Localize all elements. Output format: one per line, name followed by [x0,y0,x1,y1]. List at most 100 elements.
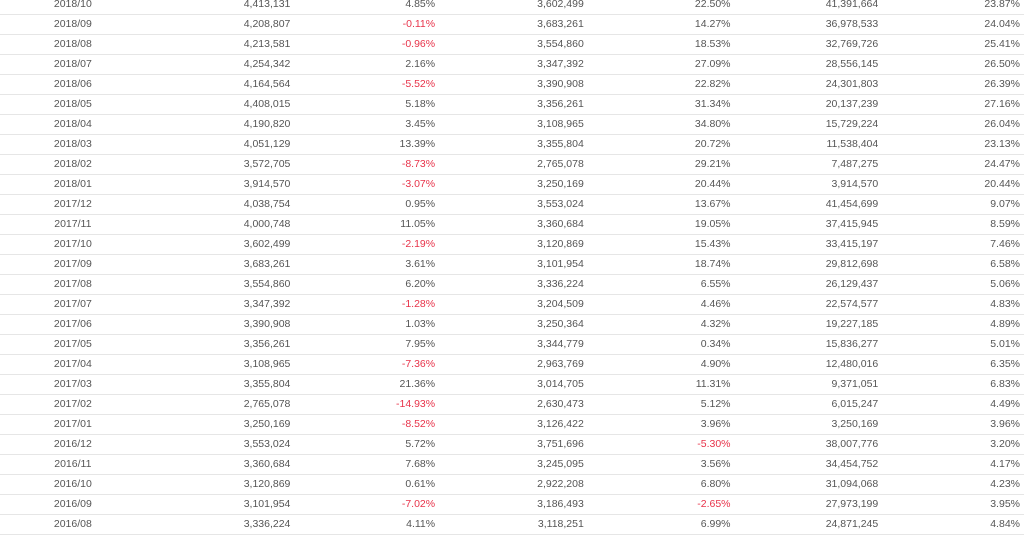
change-percent-cell: 20.44% [583,174,731,195]
cumulative-percent-cell: 24.04% [878,14,1024,35]
month-cell: 2016/10 [0,474,146,495]
value-cell: 3,602,499 [435,0,584,15]
month-cell: 2018/03 [0,134,146,155]
table-row: 2017/12 4,038,754 0.95% 3,553,024 13.67% 41,4… [0,194,1024,215]
cumulative-value-cell: 26,129,437 [730,274,879,295]
cumulative-percent-cell: 5.01% [878,334,1024,355]
value-cell: 3,572,705 [145,154,291,175]
value-cell: 3,101,954 [145,494,291,515]
value-cell: 3,120,869 [435,234,584,255]
value-cell: 4,038,754 [145,194,291,215]
value-cell: 3,914,570 [145,174,291,195]
change-percent-cell: 18.53% [583,34,731,55]
change-percent-cell: -5.52% [290,74,436,95]
month-cell: 2017/10 [0,234,146,255]
month-cell: 2018/10 [0,0,146,15]
value-cell: 3,554,860 [435,34,584,55]
change-percent-cell: 3.61% [290,254,436,275]
value-cell: 4,051,129 [145,134,291,155]
cumulative-percent-cell: 3.20% [878,434,1024,455]
table-row: 2018/08 4,213,581 -0.96% 3,554,860 18.53% 32,… [0,34,1024,55]
cumulative-value-cell: 19,227,185 [730,314,879,335]
table-row: 2017/05 3,356,261 7.95% 3,344,779 0.34% 15,83… [0,334,1024,355]
value-cell: 3,360,684 [435,214,584,235]
table-row: 2016/09 3,101,954 -7.02% 3,186,493 -2.65% 27,… [0,494,1024,515]
change-percent-cell: 11.31% [583,374,731,395]
change-percent-cell: 29.21% [583,154,731,175]
cumulative-value-cell: 3,914,570 [730,174,879,195]
change-percent-cell: 0.34% [583,334,731,355]
month-cell: 2016/12 [0,434,146,455]
value-cell: 3,118,251 [435,514,584,535]
table-row: 2018/04 4,190,820 3.45% 3,108,965 34.80% 15,7… [0,114,1024,135]
change-percent-cell: 1.03% [290,314,436,335]
cumulative-value-cell: 3,250,169 [730,414,879,435]
cumulative-value-cell: 24,871,245 [730,514,879,535]
cumulative-value-cell: 38,007,776 [730,434,879,455]
value-cell: 3,250,169 [145,414,291,435]
value-cell: 3,250,169 [435,174,584,195]
cumulative-value-cell: 33,415,197 [730,234,879,255]
cumulative-percent-cell: 4.23% [878,474,1024,495]
value-cell: 4,000,748 [145,214,291,235]
change-percent-cell: 20.72% [583,134,731,155]
change-percent-cell: 13.39% [290,134,436,155]
change-percent-cell: 4.32% [583,314,731,335]
cumulative-percent-cell: 7.46% [878,234,1024,255]
value-cell: 3,751,696 [435,434,584,455]
cumulative-value-cell: 32,769,726 [730,34,879,55]
change-percent-cell: 11.05% [290,214,436,235]
cumulative-value-cell: 24,301,803 [730,74,879,95]
cumulative-percent-cell: 4.89% [878,314,1024,335]
cumulative-value-cell: 20,137,239 [730,94,879,115]
cumulative-value-cell: 41,454,699 [730,194,879,215]
table-row: 2017/11 4,000,748 11.05% 3,360,684 19.05% 37,… [0,214,1024,235]
table-row: 2018/09 4,208,807 -0.11% 3,683,261 14.27% 36,… [0,14,1024,35]
value-cell: 3,602,499 [145,234,291,255]
change-percent-cell: -8.73% [290,154,436,175]
value-cell: 4,254,342 [145,54,291,75]
value-cell: 3,553,024 [435,194,584,215]
table-row: 2016/08 3,336,224 4.11% 3,118,251 6.99% 24,87… [0,514,1024,535]
change-percent-cell: 3.96% [583,414,731,435]
cumulative-percent-cell: 3.95% [878,494,1024,515]
change-percent-cell: 7.68% [290,454,436,475]
cumulative-value-cell: 31,094,068 [730,474,879,495]
cumulative-value-cell: 22,574,577 [730,294,879,315]
change-percent-cell: 3.45% [290,114,436,135]
cumulative-percent-cell: 26.50% [878,54,1024,75]
table-row: 2018/06 4,164,564 -5.52% 3,390,908 22.82% 24,… [0,74,1024,95]
month-cell: 2016/11 [0,454,146,475]
table-row: 2017/10 3,602,499 -2.19% 3,120,869 15.43% 33,… [0,234,1024,255]
change-percent-cell: -7.02% [290,494,436,515]
change-percent-cell: 27.09% [583,54,731,75]
table-row: 2017/07 3,347,392 -1.28% 3,204,509 4.46% 22,5… [0,294,1024,315]
change-percent-cell: -14.93% [290,394,436,415]
cumulative-value-cell: 11,538,404 [730,134,879,155]
change-percent-cell: 31.34% [583,94,731,115]
value-cell: 3,356,261 [435,94,584,115]
change-percent-cell: 4.90% [583,354,731,375]
value-cell: 3,186,493 [435,494,584,515]
month-cell: 2017/03 [0,374,146,395]
change-percent-cell: -0.11% [290,14,436,35]
value-cell: 4,213,581 [145,34,291,55]
value-cell: 3,250,364 [435,314,584,335]
cumulative-percent-cell: 4.17% [878,454,1024,475]
change-percent-cell: 19.05% [583,214,731,235]
change-percent-cell: 21.36% [290,374,436,395]
cumulative-percent-cell: 27.16% [878,94,1024,115]
month-cell: 2017/08 [0,274,146,295]
cumulative-value-cell: 15,836,277 [730,334,879,355]
cumulative-percent-cell: 26.04% [878,114,1024,135]
cumulative-percent-cell: 4.84% [878,514,1024,535]
cumulative-value-cell: 34,454,752 [730,454,879,475]
cumulative-value-cell: 9,371,051 [730,374,879,395]
cumulative-percent-cell: 6.58% [878,254,1024,275]
cumulative-percent-cell: 4.49% [878,394,1024,415]
value-cell: 3,390,908 [435,74,584,95]
table-row: 2016/11 3,360,684 7.68% 3,245,095 3.56% 34,45… [0,454,1024,475]
cumulative-percent-cell: 9.07% [878,194,1024,215]
table-row: 2017/04 3,108,965 -7.36% 2,963,769 4.90% 12,4… [0,354,1024,375]
